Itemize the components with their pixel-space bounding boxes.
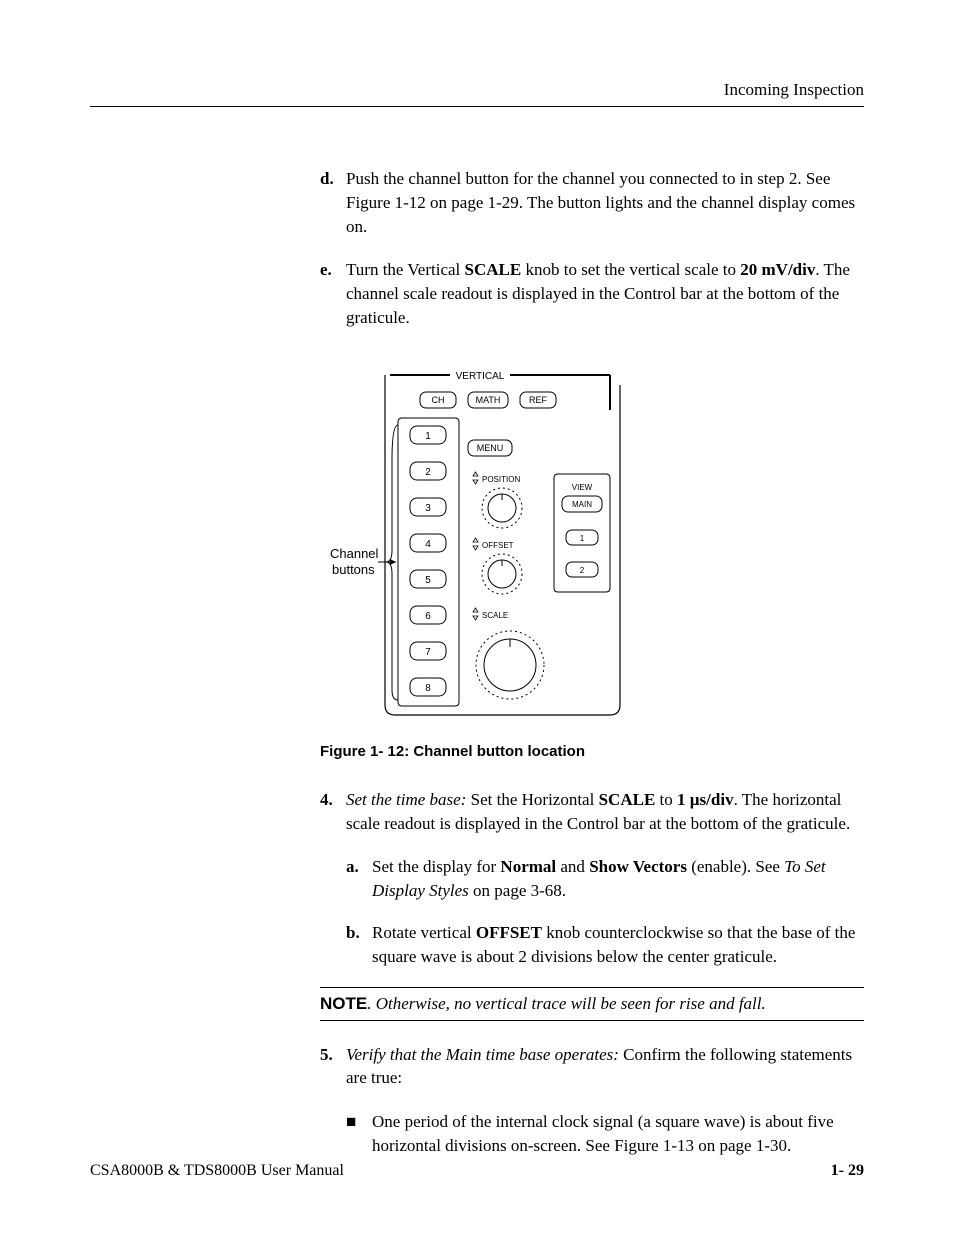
t: OFFSET bbox=[476, 923, 542, 942]
svg-text:3: 3 bbox=[425, 503, 431, 514]
t: Set the time base: bbox=[346, 790, 466, 809]
step-5-text: Verify that the Main time base operates:… bbox=[346, 1043, 864, 1091]
page: Incoming Inspection d. Push the channel … bbox=[0, 0, 954, 1235]
t: knob to set the vertical scale to bbox=[521, 260, 740, 279]
svg-text:5: 5 bbox=[425, 575, 431, 586]
t: SCALE bbox=[599, 790, 656, 809]
step-4a-text: Set the display for Normal and Show Vect… bbox=[372, 855, 864, 903]
view-label: VIEW bbox=[572, 483, 593, 492]
step-4b: b. Rotate vertical OFFSET knob countercl… bbox=[346, 921, 864, 969]
svg-text:6: 6 bbox=[425, 611, 431, 622]
offset-label: OFFSET bbox=[482, 541, 514, 550]
figure-1-12: VERTICAL CH MATH REF Channel buttons bbox=[320, 350, 864, 760]
t: Turn the Vertical bbox=[346, 260, 465, 279]
marker: 5. bbox=[320, 1043, 346, 1091]
svg-text:7: 7 bbox=[425, 647, 431, 658]
t: (enable). See bbox=[687, 857, 784, 876]
t: on page 3-68. bbox=[469, 881, 566, 900]
step-d: d. Push the channel button for the chann… bbox=[320, 167, 864, 238]
t: Normal bbox=[500, 857, 556, 876]
svg-text:4: 4 bbox=[425, 539, 431, 550]
t: Set the display for bbox=[372, 857, 500, 876]
svg-text:2: 2 bbox=[580, 566, 585, 575]
step-4-text: Set the time base: Set the Horizontal SC… bbox=[346, 788, 864, 836]
footer-left: CSA8000B & TDS8000B User Manual bbox=[90, 1162, 344, 1180]
ch-label: CH bbox=[432, 395, 445, 405]
step-e-text: Turn the Vertical SCALE knob to set the … bbox=[346, 258, 864, 329]
figure-caption: Figure 1- 12: Channel button location bbox=[320, 743, 864, 760]
svg-text:1: 1 bbox=[425, 431, 431, 442]
step-4a: a. Set the display for Normal and Show V… bbox=[346, 855, 864, 903]
step-4b-text: Rotate vertical OFFSET knob counterclock… bbox=[372, 921, 864, 969]
ref-label: REF bbox=[529, 395, 548, 405]
t: 1 µs/div bbox=[677, 790, 734, 809]
body-content: d. Push the channel button for the chann… bbox=[320, 167, 864, 1158]
t: to bbox=[655, 790, 677, 809]
svg-text:8: 8 bbox=[425, 683, 431, 694]
bullet-text: One period of the internal clock signal … bbox=[372, 1110, 864, 1158]
position-label: POSITION bbox=[482, 475, 520, 484]
marker: d. bbox=[320, 167, 346, 238]
math-label: MATH bbox=[476, 395, 501, 405]
scale-label: SCALE bbox=[482, 611, 508, 620]
note-rule-top bbox=[320, 987, 864, 988]
marker: e. bbox=[320, 258, 346, 329]
t: Verify that the Main time base operates: bbox=[346, 1045, 619, 1064]
svg-text:2: 2 bbox=[425, 467, 431, 478]
bullet-icon: ■ bbox=[346, 1110, 372, 1158]
channel-label-1: Channel bbox=[330, 546, 379, 561]
note-body: . Otherwise, no vertical trace will be s… bbox=[367, 994, 766, 1013]
vertical-label: VERTICAL bbox=[456, 371, 505, 382]
menu-label: MENU bbox=[477, 443, 504, 453]
t: and bbox=[556, 857, 589, 876]
main-label: MAIN bbox=[572, 500, 592, 509]
t: Rotate vertical bbox=[372, 923, 476, 942]
page-number: 1- 29 bbox=[831, 1162, 864, 1180]
step-4: 4. Set the time base: Set the Horizontal… bbox=[320, 788, 864, 836]
step-5: 5. Verify that the Main time base operat… bbox=[320, 1043, 864, 1091]
step-e: e. Turn the Vertical SCALE knob to set t… bbox=[320, 258, 864, 329]
channel-label-2: buttons bbox=[332, 562, 375, 577]
marker: b. bbox=[346, 921, 372, 969]
marker: a. bbox=[346, 855, 372, 903]
panel-diagram: VERTICAL CH MATH REF Channel buttons bbox=[310, 350, 660, 725]
note-label: NOTE bbox=[320, 994, 367, 1013]
t: Show Vectors bbox=[589, 857, 687, 876]
step-d-text: Push the channel button for the channel … bbox=[346, 167, 864, 238]
footer: CSA8000B & TDS8000B User Manual 1- 29 bbox=[90, 1162, 864, 1180]
t: 20 mV/div bbox=[740, 260, 815, 279]
step-5-bullet: ■ One period of the internal clock signa… bbox=[346, 1110, 864, 1158]
channel-buttons: 1 2 3 4 5 6 7 8 bbox=[410, 426, 446, 696]
t: SCALE bbox=[465, 260, 522, 279]
marker: 4. bbox=[320, 788, 346, 836]
t: Set the Horizontal bbox=[466, 790, 598, 809]
svg-text:1: 1 bbox=[580, 534, 585, 543]
note: NOTE. Otherwise, no vertical trace will … bbox=[320, 994, 864, 1014]
note-rule-bottom bbox=[320, 1020, 864, 1021]
header-title: Incoming Inspection bbox=[90, 80, 864, 107]
